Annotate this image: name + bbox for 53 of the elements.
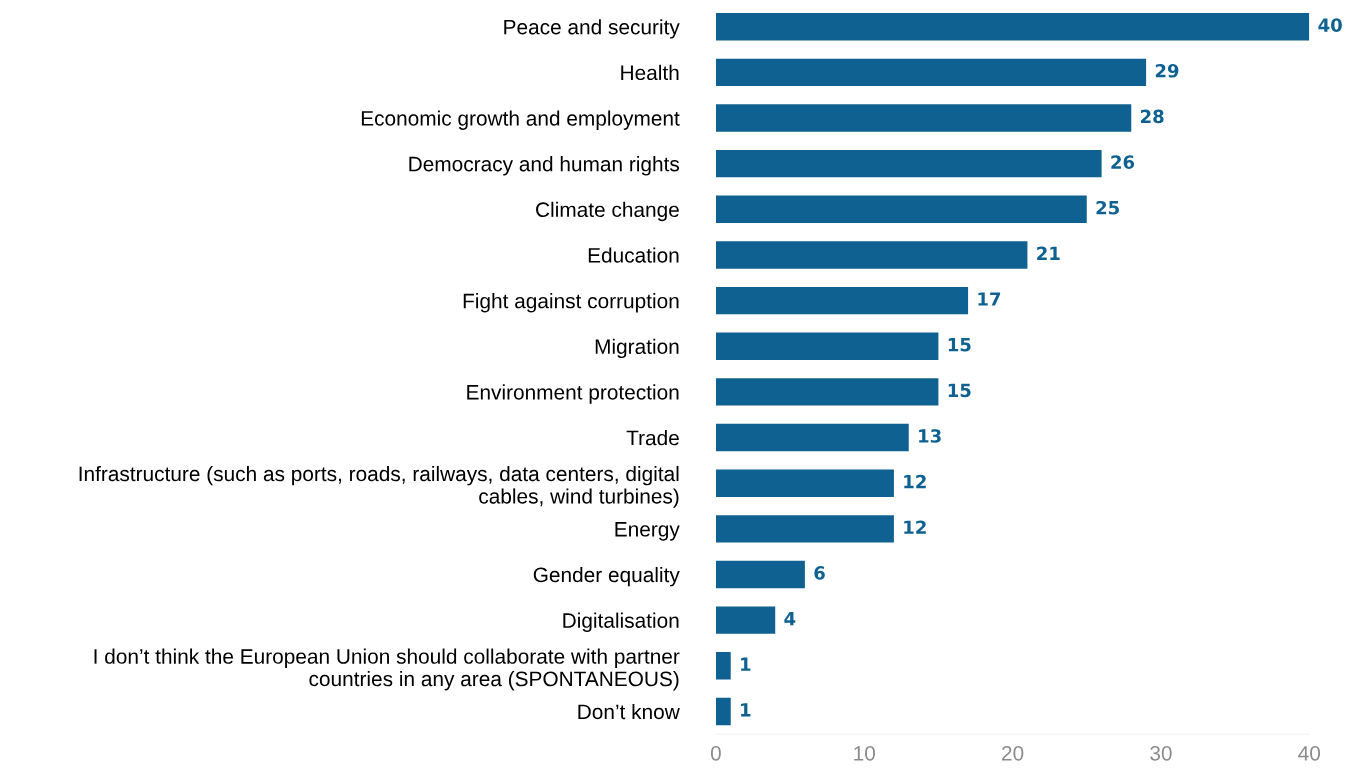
y-tick-label: Digitalisation xyxy=(563,612,679,633)
data-label: 15 xyxy=(948,338,971,352)
data-label: 28 xyxy=(1141,109,1164,124)
bar xyxy=(715,560,805,589)
y-tick-label: Health xyxy=(621,64,679,81)
y-tick-label: Fight against corruption xyxy=(463,293,679,313)
y-tick-label: Climate change xyxy=(536,201,679,222)
y-tick-label: Trade xyxy=(626,430,679,446)
bar xyxy=(715,332,939,360)
bar xyxy=(715,241,1028,269)
bar xyxy=(715,469,894,497)
data-label: 25 xyxy=(1096,200,1119,215)
bar xyxy=(715,697,731,726)
bar xyxy=(715,515,894,543)
bar xyxy=(715,13,1310,41)
data-label: 15 xyxy=(948,383,971,398)
data-label: 26 xyxy=(1111,155,1135,169)
bar xyxy=(715,149,1102,178)
data-label: 12 xyxy=(904,474,926,489)
y-tick-label: I don’t think the European Union should collaborate with partner countries in any area (SPONTANEOUS) xyxy=(94,648,680,691)
bar xyxy=(715,423,909,452)
y-tick-label: Don’t know xyxy=(578,703,680,720)
data-label: 12 xyxy=(904,520,926,534)
y-tick-label: Infrastructure (such as ports, roads, railways, data centers, digital cables, wind turbines) xyxy=(79,465,679,508)
x-tick-label: 0 xyxy=(710,745,721,761)
bar xyxy=(715,606,776,634)
bar xyxy=(715,652,731,680)
y-tick-label: Peace and security xyxy=(504,19,680,39)
x-tick-label: 20 xyxy=(1002,745,1024,761)
x-tick-label: 40 xyxy=(1298,745,1321,761)
x-tick-label: 30 xyxy=(1150,745,1172,761)
data-label: 29 xyxy=(1155,63,1179,78)
data-label: 1 xyxy=(741,657,751,671)
y-tick-label: Education xyxy=(588,247,679,263)
y-tick-label: Economic growth and employment xyxy=(361,110,680,130)
y-tick-label: Environment protection xyxy=(467,384,679,404)
bar xyxy=(715,104,1132,132)
bar xyxy=(715,286,969,315)
data-label: 13 xyxy=(919,429,941,443)
y-tick-label: Migration xyxy=(595,338,679,359)
bar xyxy=(715,378,939,406)
data-label: 40 xyxy=(1318,18,1342,32)
bar xyxy=(715,58,1147,87)
data-label: 21 xyxy=(1037,246,1060,260)
bar xyxy=(715,195,1087,223)
data-label: 4 xyxy=(784,611,796,626)
y-tick-label: Gender equality xyxy=(533,566,680,587)
y-tick-label: Democracy and human rights xyxy=(409,156,680,176)
data-label: 1 xyxy=(741,703,751,717)
data-label: 17 xyxy=(978,292,1001,306)
x-tick-label: 10 xyxy=(854,745,876,761)
data-label: 6 xyxy=(814,566,825,580)
y-tick-label: Energy xyxy=(615,522,680,541)
